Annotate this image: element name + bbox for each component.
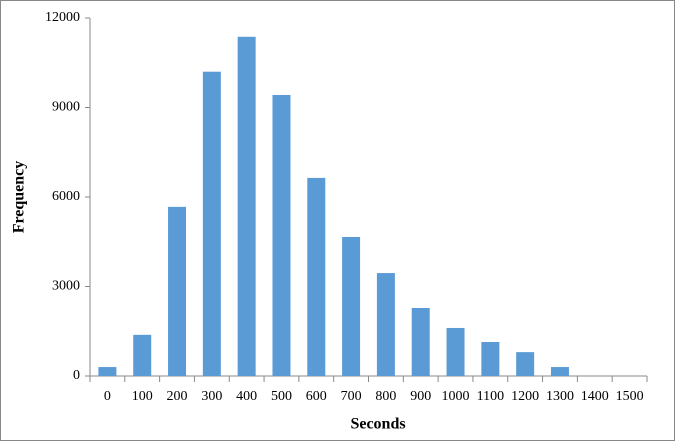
bar [550, 367, 569, 376]
x-tick-label: 100 [132, 389, 153, 404]
bar [516, 352, 535, 376]
y-tick-label: 6000 [52, 189, 80, 204]
bar [133, 334, 152, 376]
y-tick-label: 9000 [52, 100, 80, 115]
x-tick-label: 300 [201, 389, 222, 404]
x-axis-title: Seconds [350, 416, 405, 433]
x-tick-label: 1400 [581, 389, 609, 404]
x-tick-label: 1300 [546, 389, 574, 404]
x-tick-label: 700 [341, 389, 362, 404]
x-tick-label: 1000 [442, 389, 470, 404]
x-tick-label: 500 [271, 389, 292, 404]
y-tick-label: 0 [73, 368, 80, 383]
y-tick-label: 3000 [52, 279, 80, 294]
bar [98, 367, 117, 376]
x-tick-label: 600 [306, 389, 327, 404]
bar [272, 94, 291, 376]
bar [168, 206, 187, 376]
x-tick-label: 1200 [511, 389, 539, 404]
x-tick-label: 400 [236, 389, 257, 404]
x-tick-label: 900 [410, 389, 431, 404]
bar [376, 273, 395, 376]
bar [481, 341, 500, 376]
bar [342, 236, 361, 376]
bar [202, 71, 221, 376]
bar [237, 36, 256, 377]
y-tick-label: 12000 [45, 10, 80, 25]
bar [446, 327, 465, 376]
x-tick-label: 800 [375, 389, 396, 404]
x-tick-label: 0 [104, 389, 111, 404]
y-axis-title: Frequency [11, 161, 28, 234]
x-tick-label: 1100 [477, 389, 504, 404]
bar [307, 177, 326, 376]
x-tick-label: 1500 [616, 389, 644, 404]
x-tick-label: 200 [167, 389, 188, 404]
bar [411, 307, 430, 376]
